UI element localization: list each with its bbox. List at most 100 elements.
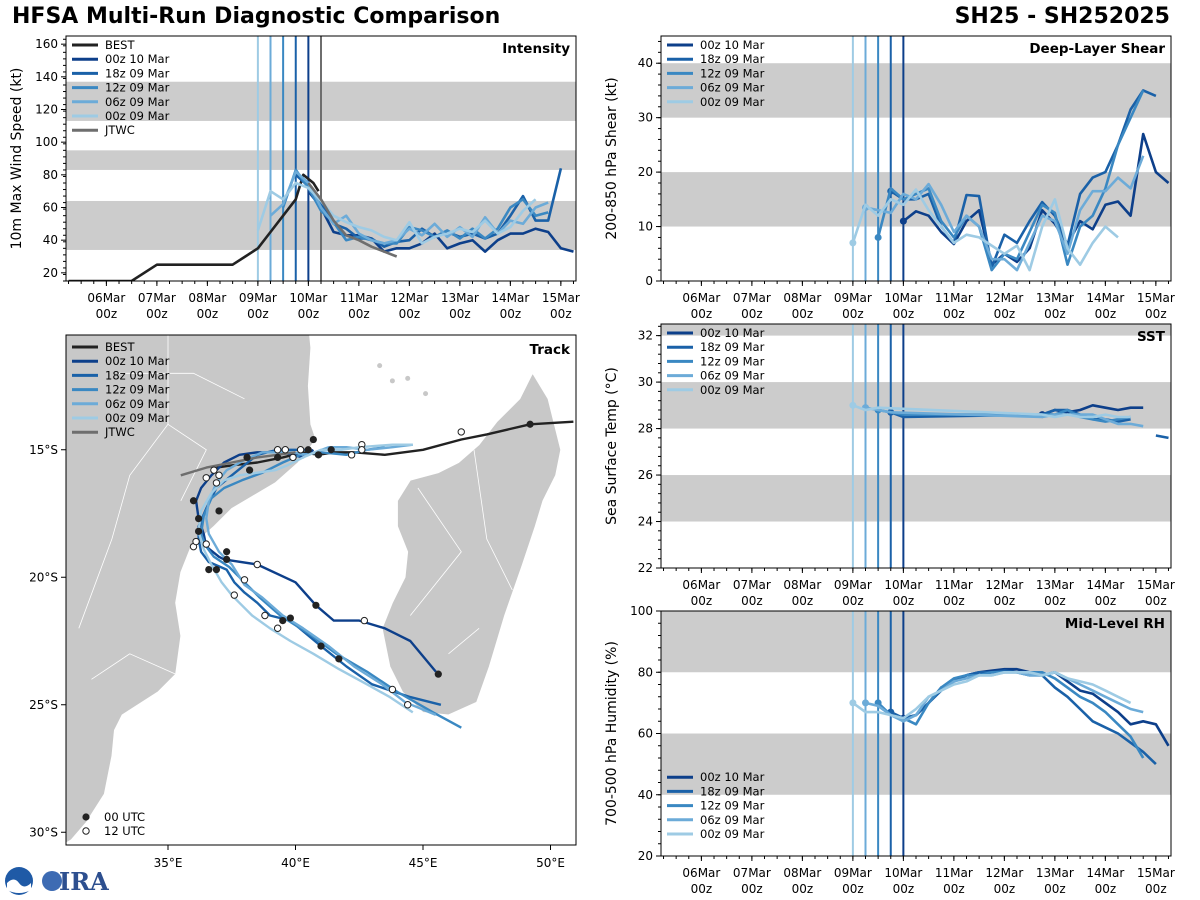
y-tick-label: 20 [638, 849, 653, 863]
y-tick-label: 25°S [29, 698, 58, 712]
x-tick-label: 00z [943, 307, 965, 321]
y-axis-label: 200-850 hPa Shear (kt) [604, 77, 620, 239]
marker-12utc [192, 537, 200, 546]
y-tick-label: 10 [638, 220, 653, 234]
marker-00utc [314, 451, 323, 459]
legend-label: 00z 09 Mar [700, 383, 765, 397]
y-tick-label: 80 [638, 665, 653, 679]
x-tick-label: 13Mar [1036, 866, 1074, 880]
marker-00utc [189, 497, 198, 505]
x-tick-label: 13Mar [441, 291, 479, 305]
island [423, 391, 429, 397]
x-tick-label: 12Mar [985, 866, 1023, 880]
legend-label: 06z 09 Mar [700, 81, 765, 95]
marker-00utc [526, 420, 534, 428]
x-tick-label: 00z [741, 594, 763, 608]
y-tick-label: 60 [43, 201, 58, 215]
marker-12utc [273, 624, 282, 632]
series-start-marker [899, 217, 907, 225]
y-tick-label: 20°S [29, 570, 58, 584]
cira-wordmark: IRA [59, 867, 109, 896]
marker-00utc [246, 466, 254, 474]
series-line-06z-09-Mar [269, 170, 549, 245]
legend-label: 12z 09 Mar [105, 383, 170, 397]
axes-frame [65, 334, 577, 846]
legend-label: 18z 09 Mar [700, 52, 765, 66]
series-start-marker [849, 401, 857, 409]
x-tick-label: 00z [146, 307, 168, 321]
marker-12utc [347, 451, 356, 459]
panel-title: SST [1137, 329, 1166, 345]
y-tick-label: 60 [638, 727, 653, 741]
x-tick-label: 09Mar [834, 578, 872, 592]
panel-title: Mid-Level RH [1065, 616, 1165, 632]
x-tick-label: 00z [449, 307, 471, 321]
legend-label: 00z 10 Mar [105, 52, 170, 66]
x-tick-label: 35°E [154, 856, 183, 870]
marker-12utc [230, 591, 239, 599]
border-line [409, 487, 462, 616]
y-tick-label: 140 [35, 70, 58, 84]
y-tick-label: 30 [638, 375, 653, 389]
marker-12utc [289, 453, 297, 462]
y-tick-label: 30°S [29, 825, 58, 839]
x-tick-label: 09Mar [239, 291, 277, 305]
marker-00utc [215, 507, 223, 515]
series-start-marker [849, 239, 857, 247]
track-line-06z-09-Mar [205, 443, 437, 717]
y-tick-label: 30 [638, 111, 653, 125]
x-tick-label: 08Mar [783, 578, 821, 592]
x-tick-label: 06Mar [682, 866, 720, 880]
x-tick-label: 08Mar [783, 866, 821, 880]
legend-label: 00z 10 Mar [700, 326, 765, 340]
x-tick-label: 00z [842, 882, 864, 896]
x-tick-label: 50°E [536, 856, 565, 870]
x-tick-label: 10Mar [289, 291, 327, 305]
marker-00utc [327, 446, 335, 454]
x-tick-label: 00z [1095, 882, 1117, 896]
x-tick-label: 00z [348, 307, 370, 321]
legend-label: JTWC [104, 123, 135, 137]
marker-12utc [358, 446, 366, 454]
x-tick-label: 40°E [281, 856, 310, 870]
y-tick-label: 32 [638, 329, 653, 343]
x-tick-label: 00z [298, 307, 320, 321]
island [389, 378, 395, 384]
x-tick-label: 12Mar [985, 291, 1023, 305]
y-tick-label: 15°S [29, 443, 58, 457]
legend-label: 12z 09 Mar [700, 354, 765, 368]
x-tick-label: 06Mar [87, 291, 125, 305]
x-tick-label: 11Mar [340, 291, 378, 305]
plot-area [66, 36, 576, 281]
y-tick-label: 28 [638, 422, 653, 436]
marker-00utc [195, 515, 203, 523]
marker-12utc [388, 685, 397, 694]
noaa-wave-icon [7, 879, 31, 893]
legend-label: JTWC [104, 425, 135, 439]
legend-label: 06z 09 Mar [105, 95, 170, 109]
border-line [91, 653, 176, 680]
marker-00utc [304, 446, 312, 454]
panel-sst: 22 24 26 28 30 32 06Mar 00z 07Mar 00z 08Mar 00z 09Ma… [604, 323, 1175, 608]
x-tick-label: 00z [842, 594, 864, 608]
panel-title: Deep-Layer Shear [1029, 41, 1165, 57]
legend-label: 18z 09 Mar [700, 340, 765, 354]
x-tick-label: 00z [1044, 594, 1066, 608]
x-tick-label: 00z [741, 307, 763, 321]
marker-00utc [243, 453, 251, 461]
track-line-BEST [216, 420, 574, 469]
x-tick-label: 00z [741, 882, 763, 896]
marker-12utc [210, 466, 218, 474]
x-tick-label: 07Mar [733, 866, 771, 880]
x-tick-label: 00z [943, 882, 965, 896]
marker-00utc [279, 617, 287, 625]
series-line-00z-09-Mar [851, 188, 1119, 272]
x-tick-label: 00z [893, 594, 915, 608]
marker-12utc [202, 474, 210, 482]
x-tick-label: 09Mar [834, 291, 872, 305]
marker-00utc [309, 435, 317, 444]
x-tick-label: 00z [691, 594, 713, 608]
shaded-band [661, 63, 1171, 118]
x-tick-label: 00z [500, 307, 522, 321]
